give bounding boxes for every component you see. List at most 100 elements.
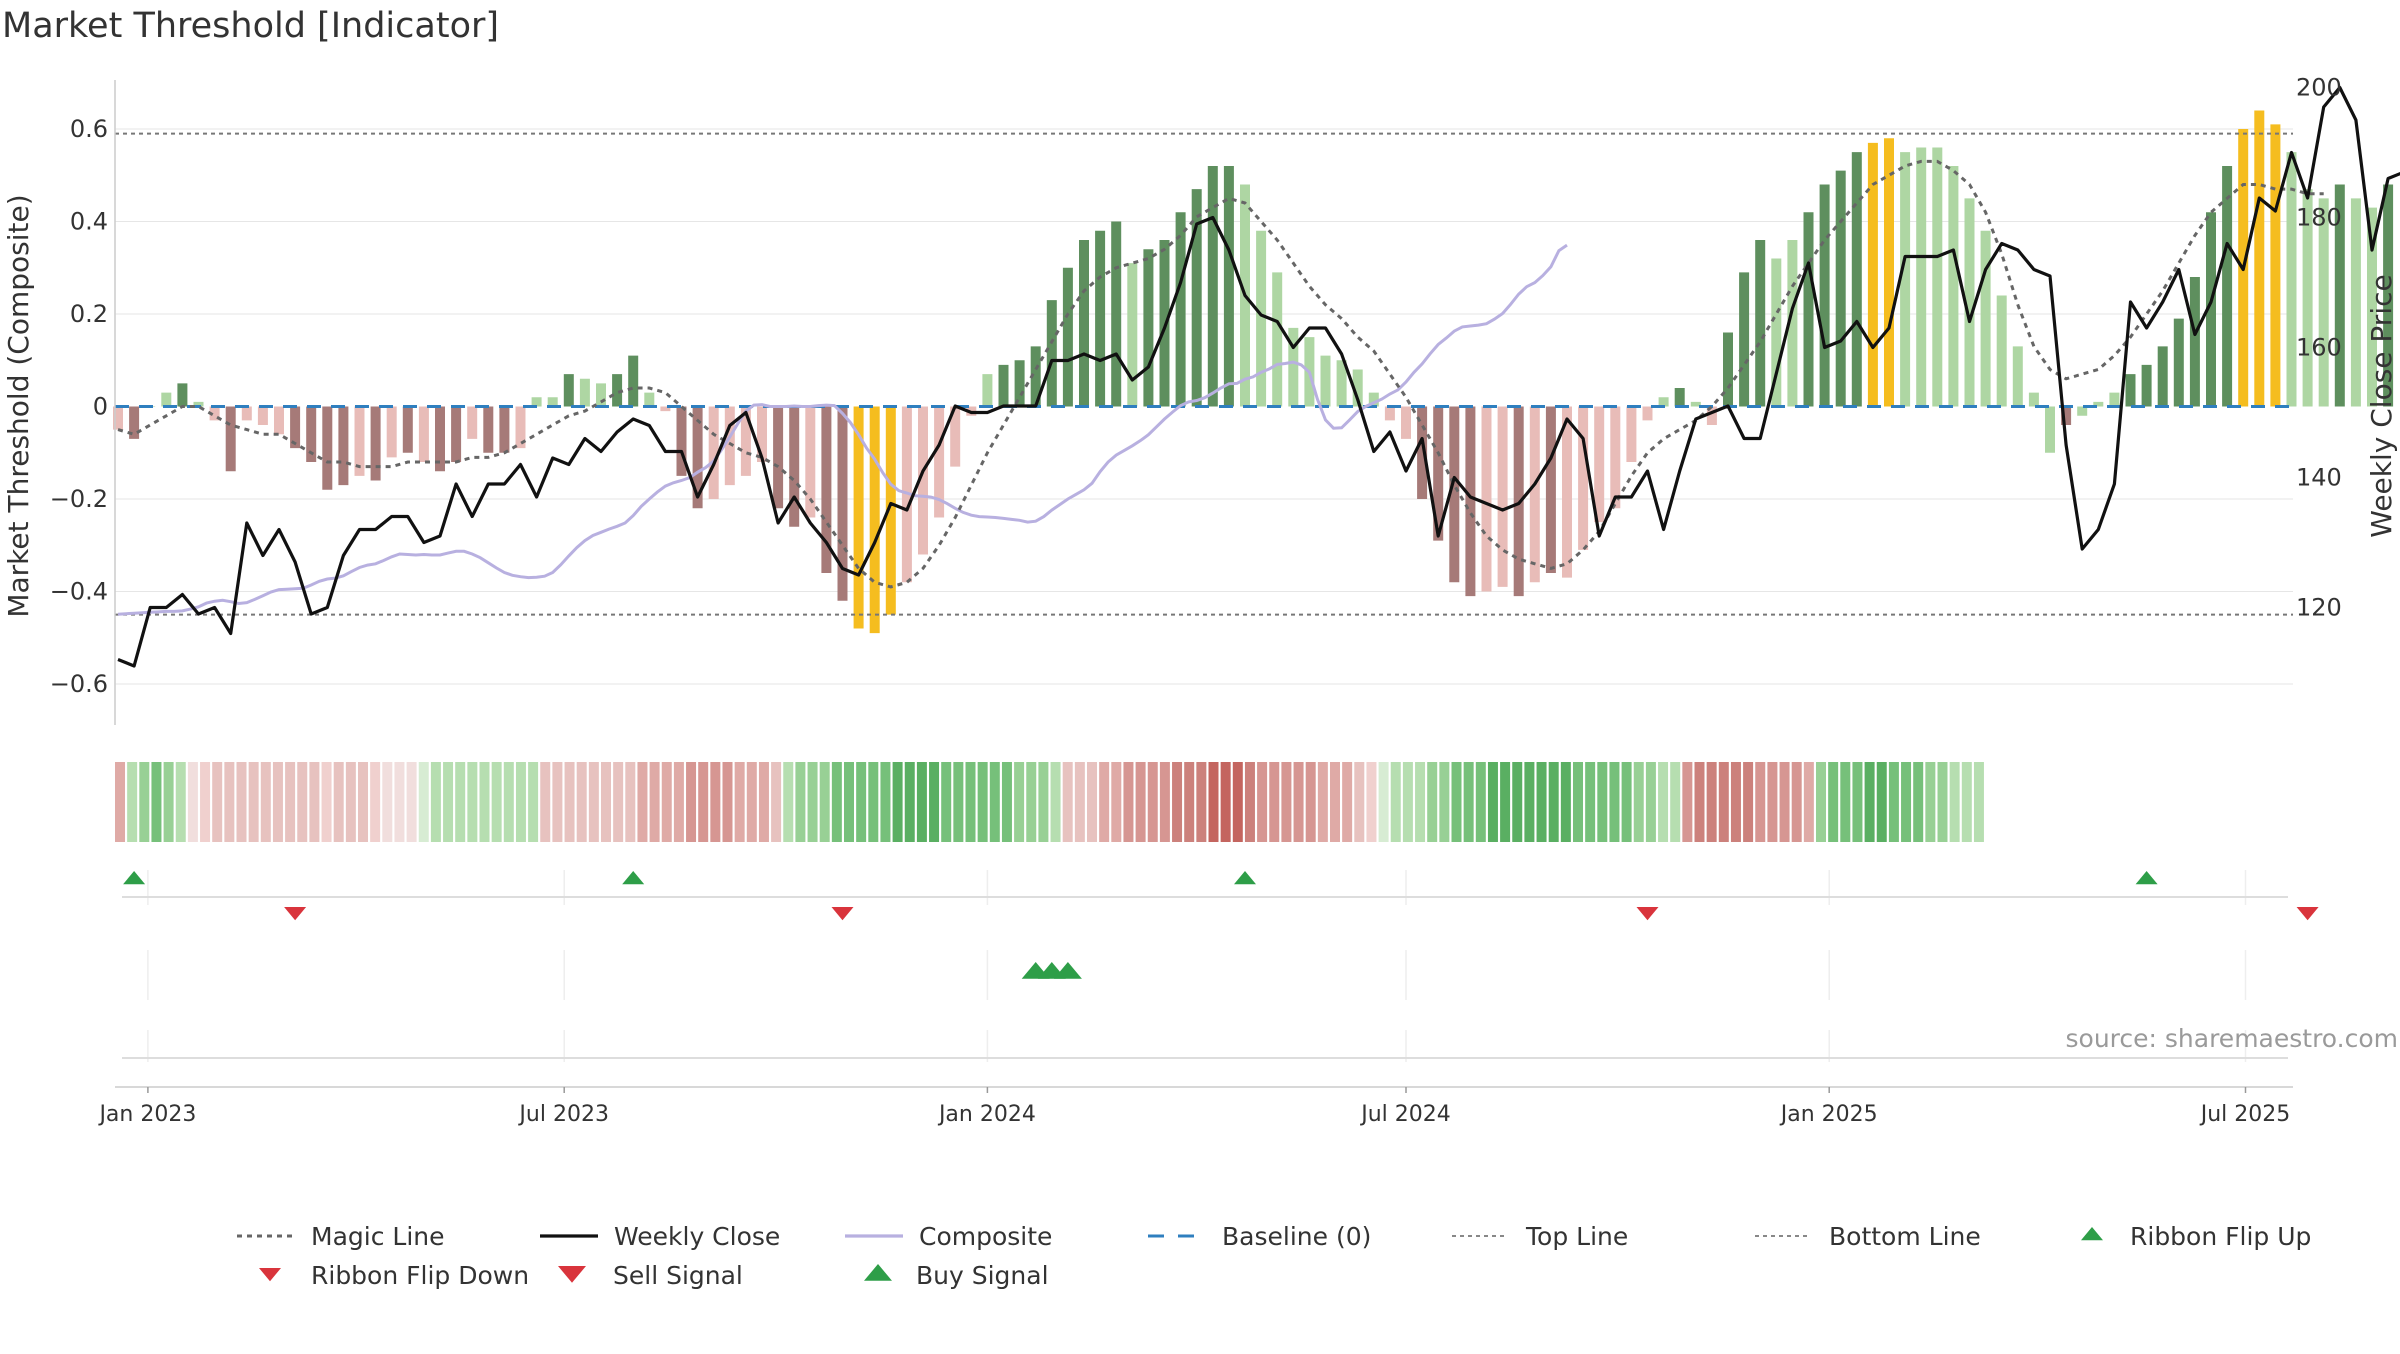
ribbon-cell [151, 762, 162, 842]
y2-tick-label: 160 [2296, 334, 2342, 362]
ribbon-cell [916, 762, 927, 842]
ribbon-cell [479, 762, 490, 842]
ribbon-cell [819, 762, 830, 842]
composite-bar [773, 406, 784, 509]
composite-bar [934, 406, 945, 518]
x-tick-label: Jul 2023 [517, 1102, 609, 1127]
ribbon-cell [248, 762, 259, 842]
chart-title: Market Threshold [Indicator] [2, 6, 499, 46]
ribbon-cell [1694, 762, 1705, 842]
composite-bar [950, 406, 961, 467]
composite-bar [1288, 327, 1299, 407]
composite-bar [837, 406, 848, 601]
ribbon-flip-down-marker [2296, 907, 2319, 921]
composite-bar [1835, 170, 1846, 407]
magic-line [117, 159, 2324, 589]
composite-bar [531, 397, 542, 407]
composite-bar [2367, 207, 2377, 407]
composite-bar [467, 406, 478, 439]
ribbon-cell [1512, 762, 1523, 842]
composite-bar [2254, 110, 2265, 407]
composite-bar [1143, 249, 1154, 407]
ribbon-cell [1621, 762, 1632, 842]
composite-bars [113, 110, 2394, 634]
ribbon-cell [200, 762, 211, 842]
legend-sell-signal-label: Sell Signal [613, 1261, 743, 1290]
ribbon-cell [1487, 762, 1498, 842]
ribbon-cell [722, 762, 733, 842]
ribbon-cell [1633, 762, 1644, 842]
composite-bar [1368, 392, 1379, 407]
ribbon-cell [1439, 762, 1450, 842]
ribbon-cell [1099, 762, 1110, 842]
composite-bar [563, 374, 574, 407]
composite-bar [1417, 406, 1428, 499]
composite-bar [628, 355, 639, 407]
ribbon-flip-up-marker [123, 871, 146, 885]
composite-bar [2157, 346, 2168, 407]
ribbon-cell [1670, 762, 1681, 842]
composite-bar [757, 406, 767, 462]
composite-bar [998, 364, 1009, 407]
ribbon-cell [1269, 762, 1280, 842]
ribbon-cell [758, 762, 769, 842]
composite-bar [1030, 346, 1041, 407]
ribbon-cell [1682, 762, 1693, 842]
legend-composite-label: Composite [919, 1222, 1052, 1251]
ribbon-cell [989, 762, 1000, 842]
composite-bar [2318, 198, 2329, 407]
composite-bar [869, 406, 880, 634]
composite-bar [692, 406, 703, 509]
ribbon-cell [1196, 762, 1207, 842]
composite-bar [1787, 240, 1798, 407]
composite-bar [209, 406, 220, 421]
composite-bar [612, 374, 623, 407]
ribbon-cell [1293, 762, 1304, 842]
y-tick-label: 0.6 [70, 115, 108, 143]
composite-bar [1690, 401, 1701, 407]
ribbon-cell [1390, 762, 1401, 842]
composite-bar [1803, 212, 1814, 407]
ribbon-cell [1463, 762, 1474, 842]
composite-bar [676, 406, 687, 476]
ribbon-cell [1050, 762, 1061, 842]
composite-bar [483, 406, 494, 453]
composite-bar [1465, 406, 1476, 597]
composite-bar [241, 406, 252, 421]
composite-bar [2302, 189, 2313, 407]
source-credit: source: sharemaestro.com [2066, 1024, 2399, 1053]
legend-sell-signal-swatch [558, 1266, 586, 1283]
x-tick-label: Jul 2024 [1359, 1102, 1451, 1127]
ribbon-cell [977, 762, 988, 842]
composite-bar [1562, 406, 1572, 578]
ribbon-cell [1354, 762, 1365, 842]
ribbon-cell [1014, 762, 1025, 842]
ribbon-cell [540, 762, 551, 842]
x-axis: Jan 2023 Jul 2023 Jan 2024 Jul 2024 Jan 2025… [97, 1086, 2293, 1127]
composite-bar [1642, 406, 1653, 421]
composite-bar [708, 406, 719, 499]
composite-bar [418, 406, 429, 462]
ribbon-cell [698, 762, 709, 842]
ribbon-cell [1038, 762, 1049, 842]
composite-bar [982, 374, 993, 407]
legend-buy-signal-swatch [864, 1264, 892, 1281]
composite-bar [1980, 230, 1991, 407]
composite-bar [1771, 258, 1782, 407]
ribbon-cell [941, 762, 952, 842]
ribbon-cell [1281, 762, 1292, 842]
ribbon-cell [1888, 762, 1899, 842]
ribbon-cell [856, 762, 867, 842]
composite-bar [161, 392, 172, 407]
ribbon-cell [1500, 762, 1511, 842]
ribbon-cell [115, 762, 125, 842]
composite-bar [789, 406, 800, 527]
composite-bar [402, 406, 413, 453]
composite-bar [451, 406, 462, 462]
legend: Magic Line Weekly Close Composite Baseline … [237, 1222, 2311, 1290]
ribbon-cell [1026, 762, 1037, 842]
ribbon-cell [929, 762, 940, 842]
composite-bar [1175, 212, 1186, 407]
composite-bar [274, 406, 284, 435]
